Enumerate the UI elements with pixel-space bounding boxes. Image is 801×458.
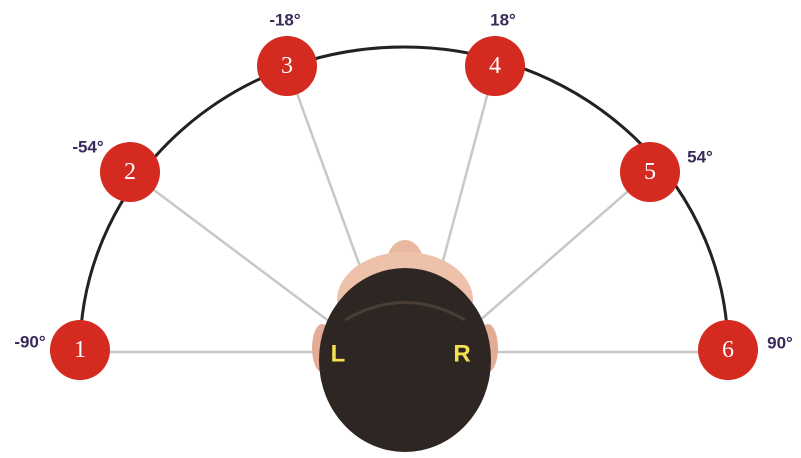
angle-label: -18° [269, 11, 301, 30]
diagram: L R 1 2 3 4 5 6 -90° -54° -18° 18° 54° 9… [0, 0, 801, 458]
node-label: 4 [489, 53, 501, 79]
node-label: 3 [281, 53, 293, 79]
node-label: 1 [74, 337, 86, 363]
angle-label: 18° [490, 11, 516, 30]
node-label: 2 [124, 159, 136, 185]
head: L R [312, 240, 498, 452]
node-label: 6 [722, 337, 734, 363]
left-label: L [331, 341, 346, 368]
angle-label: 90° [767, 334, 793, 353]
angle-label: 54° [687, 148, 713, 167]
angle-label: -54° [72, 138, 104, 157]
node-label: 5 [644, 159, 656, 185]
angle-label: -90° [14, 333, 46, 352]
right-label: R [453, 341, 470, 368]
